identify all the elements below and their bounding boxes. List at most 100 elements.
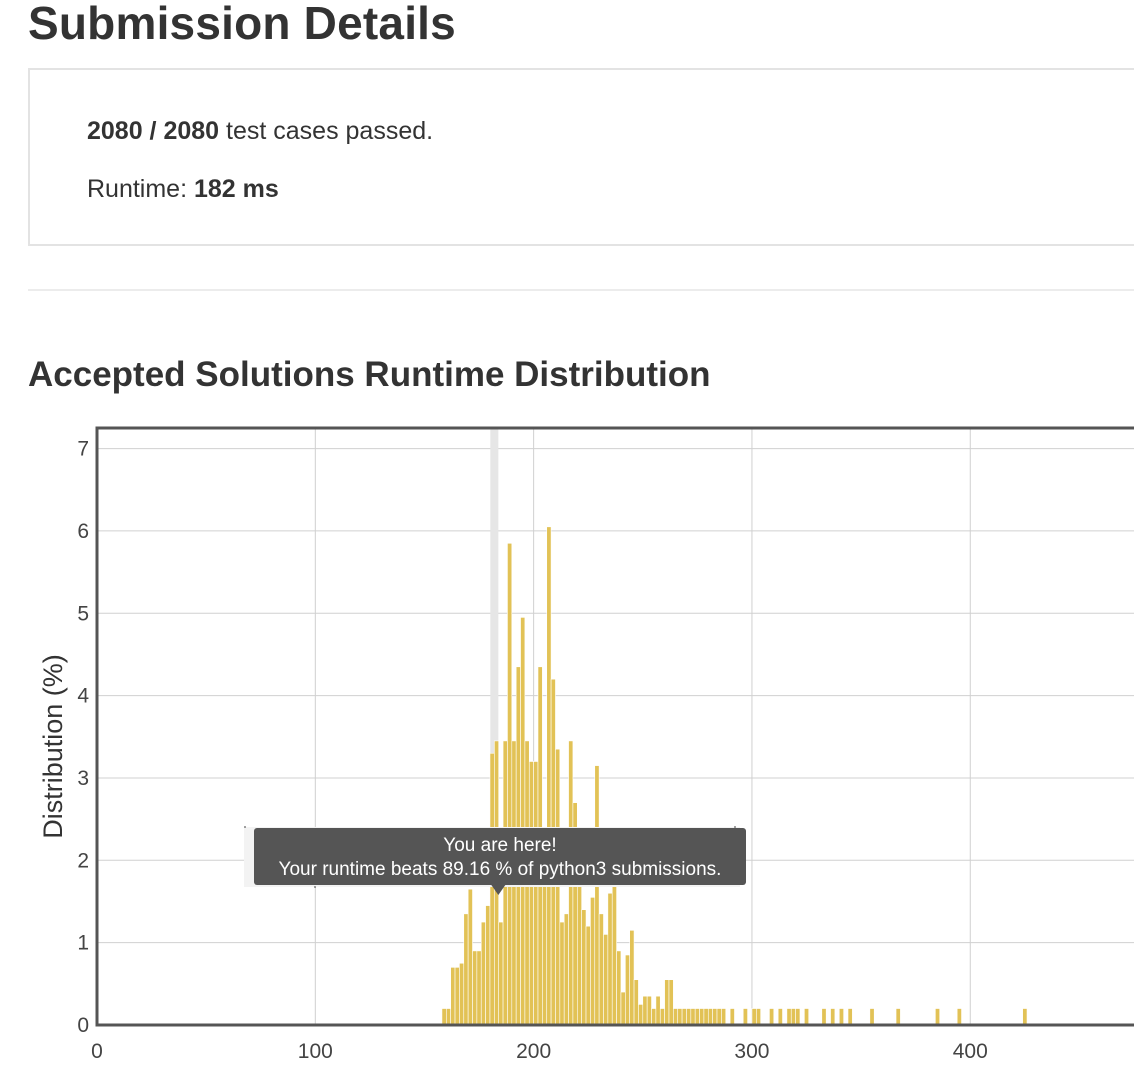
bar: [446, 1008, 451, 1026]
bar: [795, 1008, 801, 1026]
tooltip-body: Your runtime beats 89.16 % of python3 su…: [279, 859, 722, 880]
bar: [642, 995, 648, 1026]
bar: [498, 921, 504, 1026]
bar: [830, 1008, 836, 1026]
highlight-band: [490, 428, 499, 1025]
bar: [646, 995, 652, 1026]
y-tick-label: 3: [77, 767, 89, 790]
bar: [555, 748, 561, 1026]
tooltip: You are here! Your runtime beats 89.16 %…: [243, 826, 746, 895]
y-tick-label: 7: [77, 438, 89, 461]
bar: [598, 913, 604, 1026]
bar: [546, 526, 552, 1026]
bar: [528, 761, 534, 1026]
passed-count: 2080 / 2080: [87, 117, 220, 145]
x-tick-label: 400: [953, 1040, 988, 1063]
bar: [507, 542, 513, 1026]
bar: [454, 967, 460, 1026]
bar: [476, 950, 482, 1026]
y-tick-labels: 0 1 2 3 4 5 6 7: [77, 438, 89, 1037]
bar: [699, 1008, 705, 1026]
bar: [576, 880, 582, 1026]
plot-frame: [95, 426, 1134, 1027]
bar: [690, 1008, 696, 1026]
passed-suffix: test cases passed.: [219, 117, 434, 145]
submission-summary: 2080 / 2080 test cases passed. Runtime: …: [28, 68, 1134, 246]
section-divider: [28, 289, 1134, 291]
y-tick-label: 4: [77, 685, 89, 708]
bar: [467, 888, 473, 1026]
bar: [869, 1008, 875, 1026]
bar: [786, 1008, 792, 1026]
tooltip-title: You are here!: [443, 835, 556, 856]
bar: [664, 979, 670, 1026]
bar: [607, 892, 613, 1026]
bar: [895, 1008, 901, 1026]
bar: [594, 765, 600, 1026]
bar: [441, 1008, 447, 1026]
bar: [677, 1008, 683, 1026]
bar: [520, 617, 526, 1026]
bar: [821, 1008, 827, 1026]
bar: [751, 1008, 757, 1026]
runtime-line: Runtime: 182 ms: [87, 175, 279, 204]
bar: [603, 934, 609, 1026]
bar: [712, 1008, 718, 1026]
bar: [804, 1008, 810, 1026]
bar: [838, 1008, 844, 1026]
y-tick-label: 6: [77, 520, 89, 543]
bar: [485, 905, 491, 1026]
bar: [563, 913, 569, 1026]
bar: [729, 1008, 735, 1026]
bar: [542, 880, 548, 1026]
bar: [790, 1008, 796, 1026]
tooltip-box: [254, 828, 746, 885]
test-cases-line: 2080 / 2080 test cases passed.: [87, 117, 433, 146]
y-axis-label: Distribution (%): [38, 654, 68, 839]
bar: [651, 1008, 657, 1026]
bar: [673, 1008, 679, 1026]
bar: [742, 1008, 748, 1026]
bar: [703, 1008, 709, 1026]
bar: [935, 1008, 940, 1026]
bar: [716, 1008, 722, 1026]
y-tick-label: 2: [77, 849, 89, 872]
bar: [489, 752, 495, 1026]
bar: [756, 1008, 761, 1026]
bar: [629, 930, 635, 1026]
bar: [721, 1008, 727, 1026]
bars: [441, 526, 1028, 1026]
x-tick-label: 200: [516, 1040, 551, 1063]
y-tick-label: 0: [77, 1014, 89, 1037]
bar: [655, 995, 661, 1026]
bar: [686, 1008, 692, 1026]
bar: [777, 1008, 783, 1026]
runtime-label: Runtime:: [87, 175, 194, 203]
bar: [616, 950, 622, 1026]
bar: [459, 962, 465, 1026]
bar: [450, 967, 456, 1026]
x-tick-label: 100: [298, 1040, 333, 1063]
bar: [638, 1004, 644, 1026]
bar: [769, 1008, 775, 1026]
x-tick-label: 0: [91, 1040, 103, 1063]
bar: [847, 1008, 853, 1026]
bar: [625, 954, 630, 1026]
bar: [533, 761, 539, 1026]
bar: [659, 1008, 665, 1026]
bar: [611, 880, 617, 1026]
y-tick-label: 5: [77, 602, 89, 625]
page-title: Submission Details: [28, 0, 456, 49]
bar: [668, 979, 674, 1026]
bar: [581, 909, 587, 1026]
bar: [559, 921, 565, 1026]
tooltip-arrow: [491, 885, 506, 895]
bar: [694, 1008, 700, 1026]
section-title: Accepted Solutions Runtime Distribution: [28, 355, 711, 394]
bar: [1022, 1008, 1028, 1026]
bar: [585, 925, 591, 1026]
bar: [707, 1008, 713, 1026]
bar: [956, 1008, 962, 1026]
bar: [620, 991, 626, 1026]
